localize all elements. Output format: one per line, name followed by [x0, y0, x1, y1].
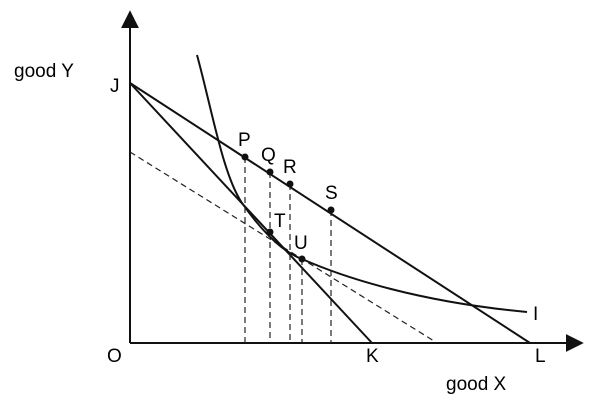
point-R	[286, 180, 294, 188]
y-axis-label: good Y	[14, 61, 74, 82]
label-K: K	[366, 346, 379, 367]
label-Q: Q	[261, 145, 276, 166]
label-U: U	[294, 233, 308, 254]
label-R: R	[283, 157, 297, 178]
point-P	[241, 153, 249, 161]
budget-line-JK	[129, 82, 373, 344]
point-Q	[266, 168, 274, 176]
x-axis-label: good X	[446, 374, 507, 395]
label-P: P	[238, 130, 251, 151]
label-origin: O	[107, 346, 122, 367]
label-T: T	[274, 211, 286, 232]
point-U	[298, 255, 306, 263]
label-L: L	[535, 346, 546, 367]
indifference-curve	[196, 54, 528, 313]
label-indifference-curve: I	[533, 304, 538, 325]
label-J: J	[110, 76, 120, 97]
point-S	[327, 206, 335, 214]
label-S: S	[325, 183, 338, 204]
point-T	[266, 228, 274, 236]
